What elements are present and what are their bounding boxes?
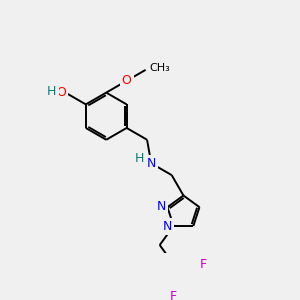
Text: CH₃: CH₃ (149, 63, 170, 73)
Text: H: H (135, 152, 144, 165)
Text: N: N (147, 157, 156, 170)
Text: F: F (200, 258, 207, 271)
Text: F: F (170, 290, 177, 300)
Text: O: O (56, 86, 66, 99)
Text: H: H (47, 85, 57, 98)
Text: N: N (156, 200, 166, 213)
Text: O: O (122, 74, 132, 87)
Text: N: N (163, 220, 172, 233)
